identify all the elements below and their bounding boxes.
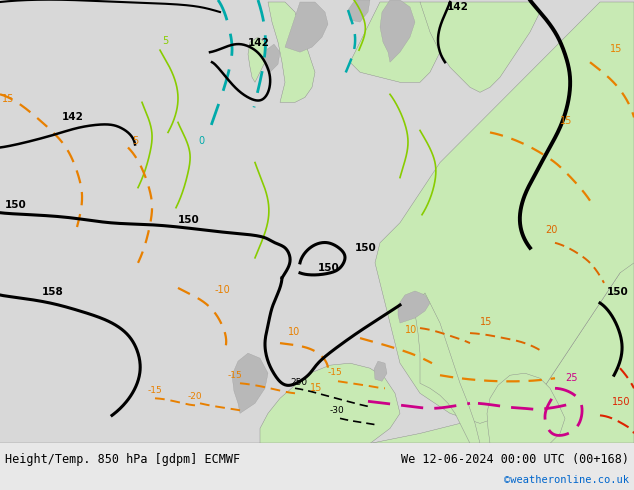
Text: 150: 150 — [612, 397, 630, 407]
Text: 20: 20 — [545, 225, 557, 235]
Text: 142: 142 — [248, 38, 270, 48]
Text: 15: 15 — [560, 117, 573, 126]
Text: 150: 150 — [318, 263, 340, 273]
Text: ©weatheronline.co.uk: ©weatheronline.co.uk — [504, 475, 629, 485]
Text: 5: 5 — [162, 36, 168, 46]
Text: 5: 5 — [132, 137, 138, 147]
Text: -10: -10 — [215, 285, 231, 295]
Text: 15: 15 — [480, 317, 493, 327]
Polygon shape — [380, 0, 415, 62]
Polygon shape — [260, 363, 400, 443]
Text: We 12-06-2024 00:00 UTC (00+168): We 12-06-2024 00:00 UTC (00+168) — [401, 453, 629, 466]
Text: 142: 142 — [447, 2, 469, 12]
Polygon shape — [350, 2, 450, 82]
Text: 15: 15 — [310, 383, 322, 393]
Text: -15: -15 — [228, 371, 243, 380]
Text: 25: 25 — [565, 373, 578, 383]
Text: 150: 150 — [178, 215, 200, 225]
Text: -15: -15 — [148, 386, 163, 395]
Text: 150: 150 — [355, 243, 377, 253]
Text: 150: 150 — [5, 200, 27, 210]
Text: -20: -20 — [188, 392, 203, 401]
Polygon shape — [420, 2, 540, 92]
Polygon shape — [0, 443, 634, 453]
Polygon shape — [264, 44, 280, 72]
Polygon shape — [374, 361, 387, 381]
Text: 150: 150 — [607, 287, 629, 297]
Polygon shape — [348, 0, 370, 22]
Polygon shape — [398, 291, 430, 323]
Polygon shape — [248, 37, 268, 82]
Text: 158: 158 — [42, 287, 64, 297]
Text: 0: 0 — [198, 137, 204, 147]
Text: 250: 250 — [290, 378, 307, 387]
Text: 15: 15 — [610, 44, 623, 54]
Polygon shape — [232, 353, 268, 414]
Polygon shape — [285, 2, 328, 52]
Text: 142: 142 — [62, 112, 84, 122]
Polygon shape — [375, 2, 634, 423]
Text: 10: 10 — [288, 327, 301, 337]
Text: 10: 10 — [405, 325, 417, 335]
Polygon shape — [415, 293, 480, 443]
Text: 15: 15 — [2, 95, 15, 104]
Polygon shape — [487, 373, 565, 443]
Text: -30: -30 — [330, 406, 345, 416]
Polygon shape — [268, 2, 315, 102]
Polygon shape — [310, 243, 634, 443]
Text: -15: -15 — [328, 368, 343, 377]
Text: Height/Temp. 850 hPa [gdpm] ECMWF: Height/Temp. 850 hPa [gdpm] ECMWF — [5, 453, 240, 466]
